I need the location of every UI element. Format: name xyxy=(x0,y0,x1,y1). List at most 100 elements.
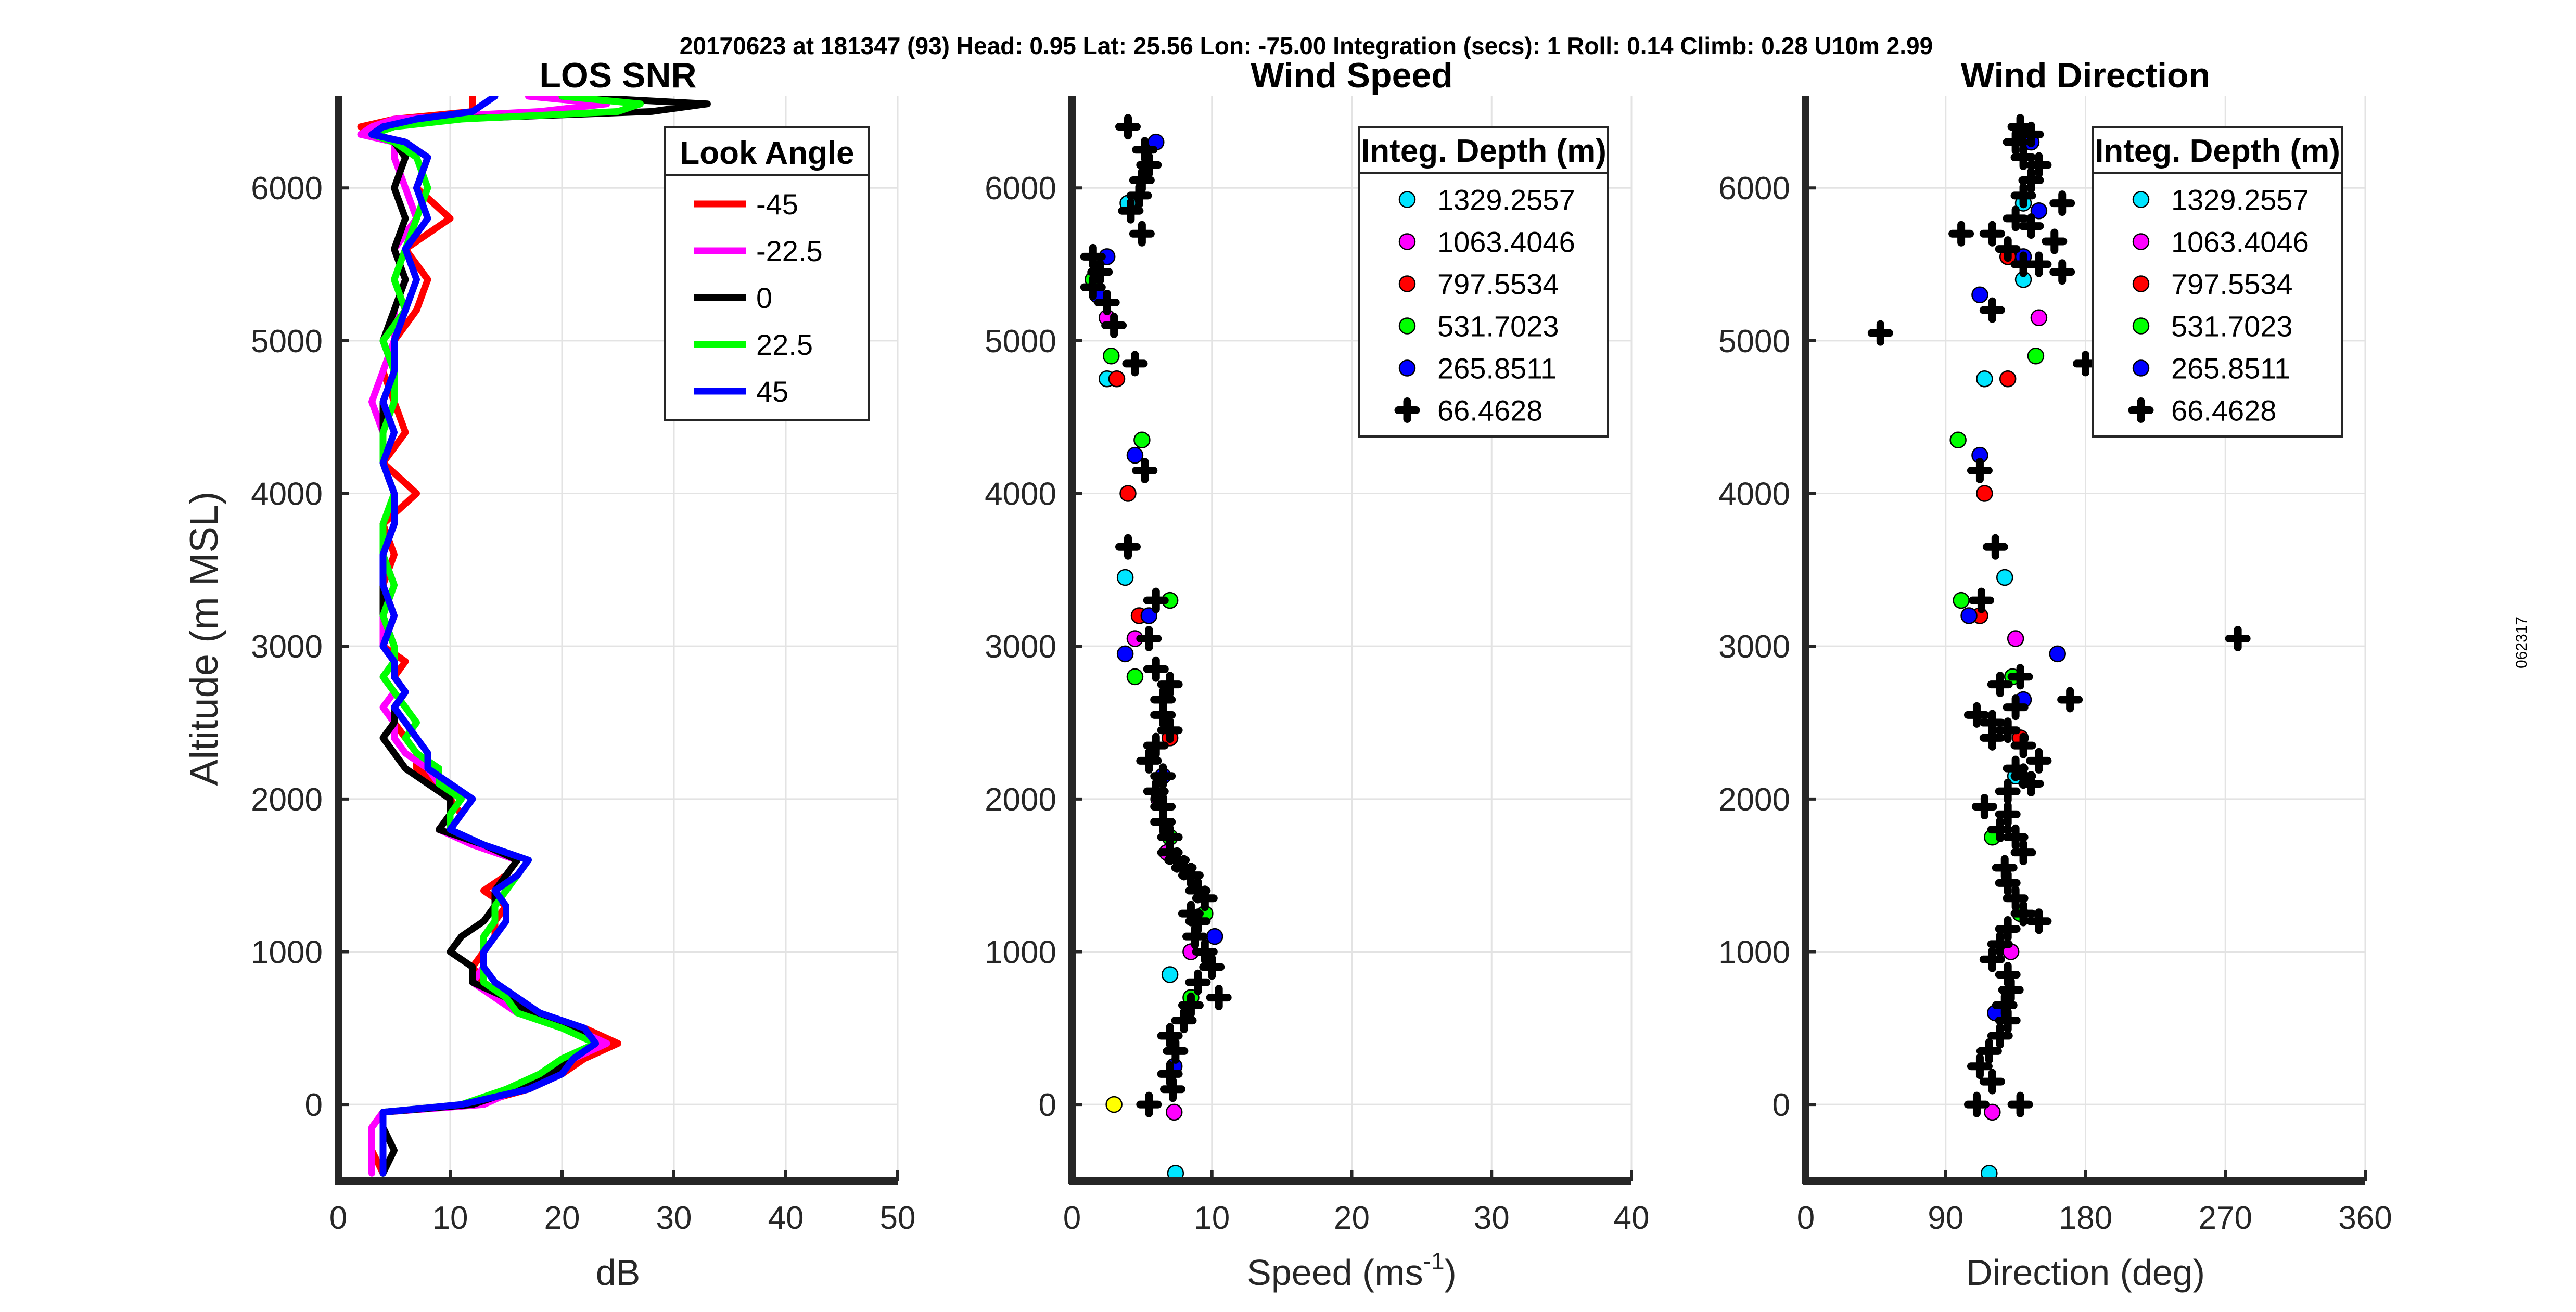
point-66-4628 xyxy=(1185,878,1211,904)
point-66-4628 xyxy=(1101,312,1127,338)
point-66-4628 xyxy=(1150,687,1176,713)
point-66-4628 xyxy=(2018,213,2044,239)
point-531-7023 xyxy=(1133,431,1151,448)
point-66-4628 xyxy=(1982,534,2008,560)
legend-label-1329-2557: 1329.2557 xyxy=(2171,184,2309,216)
side-note: 062317 xyxy=(2513,616,2530,668)
point-265-8511 xyxy=(1116,645,1134,663)
point-66-4628 xyxy=(1122,351,1148,377)
point-66-4628 xyxy=(2003,694,2029,721)
point-797-5534 xyxy=(1976,485,1993,502)
x-axis-label: Speed (ms-1) xyxy=(1247,1247,1457,1293)
point-66-4628 xyxy=(1995,236,2021,262)
legend: Look Angle -45 -22.5 0 22.5 45 xyxy=(664,126,870,421)
point-66-4628 xyxy=(1129,221,1155,247)
point-66-4628 xyxy=(1143,656,1169,682)
x-axis-label-superscript: -1 xyxy=(1423,1247,1445,1275)
series-line-45 xyxy=(368,96,599,1177)
point-797-5534 xyxy=(1108,370,1126,388)
point-531-7023 xyxy=(1103,347,1120,365)
point-265-8511 xyxy=(1126,446,1144,464)
point-66-4628 xyxy=(2057,687,2083,713)
x-tick-label: 20 xyxy=(1334,1200,1370,1236)
point-531-7023 xyxy=(2027,347,2045,365)
y-tick-label: 6000 xyxy=(1718,171,1790,207)
point-265-8511 xyxy=(1960,607,1978,624)
y-tick-label: 4000 xyxy=(1718,477,1790,512)
y-tick-label: 2000 xyxy=(251,782,323,818)
point-66-4628 xyxy=(1178,992,1204,1018)
point-66-4628 xyxy=(1192,939,1218,965)
point-66-4628 xyxy=(1971,794,1997,820)
y-tick-label: 1000 xyxy=(251,935,323,971)
x-tick-label: 30 xyxy=(656,1200,692,1236)
y-tick-label: 4000 xyxy=(251,477,323,512)
legend-swatch-531-7023 xyxy=(1398,317,1416,335)
y-tick-label: 0 xyxy=(1772,1087,1790,1123)
point-265-8511 xyxy=(2030,202,2048,220)
point-66-4628 xyxy=(2049,259,2075,285)
x-axis-label-close: ) xyxy=(1445,1252,1457,1293)
legend-label-531-7023: 531.7023 xyxy=(2171,310,2293,343)
point-66-4628 xyxy=(1150,794,1176,820)
point-1329-2557 xyxy=(1976,370,1993,388)
x-axis-label: dB xyxy=(596,1252,641,1293)
y-tick-label: 2000 xyxy=(985,782,1056,818)
legend-swatch-1329-2557 xyxy=(1398,191,1416,208)
point-66-4628 xyxy=(2026,908,2052,934)
point-66-4628 xyxy=(2007,1091,2033,1117)
point-66-4628 xyxy=(2003,205,2029,231)
point-66-4628 xyxy=(2225,626,2251,651)
point-797-5534 xyxy=(1999,370,2017,388)
point-66-4628 xyxy=(1987,817,2013,843)
point-66-4628 xyxy=(1115,114,1141,140)
legend-label-797-5534: 797.5534 xyxy=(1437,268,1559,301)
point-66-4628 xyxy=(1136,152,1162,178)
point-66-4628 xyxy=(1963,1091,1990,1117)
point-1329-2557 xyxy=(1981,1165,1998,1181)
legend-title: Integ. Depth (m) xyxy=(2095,133,2340,169)
legend-label-1063-4046: 1063.4046 xyxy=(1437,226,1575,259)
point-66-4628 xyxy=(2073,351,2098,377)
point-66-4628 xyxy=(2003,885,2029,911)
x-tick-label: 0 xyxy=(329,1200,347,1236)
legend-swatch-66-4628 xyxy=(1394,397,1420,423)
point-66-4628 xyxy=(1136,626,1162,651)
y-tick-label: 0 xyxy=(1039,1087,1056,1123)
legend-label-265-8511: 265.8511 xyxy=(2171,352,2290,385)
panel-title: LOS SNR xyxy=(539,56,696,95)
point-66-4628 xyxy=(1143,587,1169,613)
legend-label-66-4628: 66.4628 xyxy=(1437,394,1542,427)
legend-label-265-8511: 265.8511 xyxy=(1437,352,1557,385)
y-tick-label: 6000 xyxy=(251,171,323,207)
point-66-4628 xyxy=(1995,916,2021,942)
x-tick-label: 20 xyxy=(544,1200,580,1236)
point-66-4628 xyxy=(1157,672,1183,698)
y-tick-label: 3000 xyxy=(985,629,1056,665)
point-66-4628 xyxy=(1157,824,1183,850)
point-66-4628 xyxy=(2007,664,2033,690)
legend-title: Integ. Depth (m) xyxy=(1361,133,1606,169)
point-66-4628 xyxy=(1094,289,1120,315)
x-tick-label: 10 xyxy=(1194,1200,1230,1236)
legend-label-0: 0 xyxy=(756,281,772,314)
point-66-4628 xyxy=(2007,114,2033,140)
legend-swatch-1063-4046 xyxy=(2132,233,2150,250)
legend-swatch-531-7023 xyxy=(2132,317,2150,335)
legend-swatch-797-5534 xyxy=(1398,275,1416,292)
point-66-4628 xyxy=(1206,985,1232,1011)
point-66-4628 xyxy=(1979,1069,2005,1095)
point-66-4628 xyxy=(1199,954,1225,980)
y-tick-label: 1000 xyxy=(985,935,1056,971)
x-tick-label: 10 xyxy=(432,1200,468,1236)
x-tick-label: 0 xyxy=(1063,1200,1081,1236)
x-tick-label: 270 xyxy=(2199,1200,2252,1236)
point-66-4628 xyxy=(1143,732,1169,758)
point-66-4628 xyxy=(1979,221,2005,247)
point-66-4628 xyxy=(1987,931,2013,957)
y-tick-label: 5000 xyxy=(1718,324,1790,359)
y-axis-label: Altitude (m MSL) xyxy=(182,492,226,786)
y-tick-label: 0 xyxy=(305,1087,323,1123)
legend-label-66-4628: 66.4628 xyxy=(2171,394,2276,427)
wind-speed-panel: 0 10 20 30 40 0 1000 2000 3000 4000 5000 6000 Wind S… xyxy=(985,56,1649,1293)
